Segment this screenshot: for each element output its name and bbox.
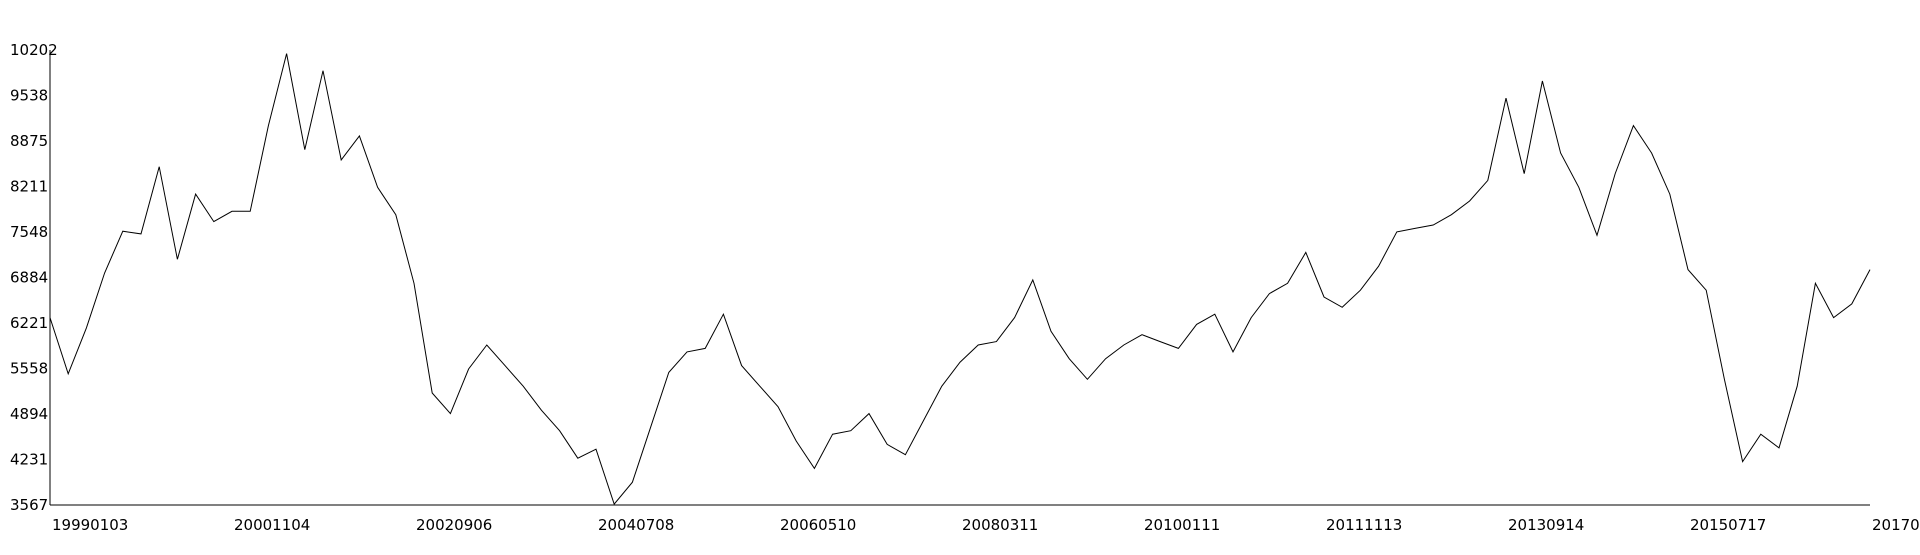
x-tick-label: 19990103	[52, 516, 128, 534]
y-axis-ticks: 3567 4231 4894 5558 6221 6884 7548 8211 8875 9538…	[10, 41, 58, 514]
x-tick-label: 20001104	[234, 516, 310, 534]
y-tick-label: 3567	[10, 496, 48, 514]
series-line	[49, 53, 1871, 506]
y-tick-label: 7548	[10, 223, 48, 241]
x-tick-label: 20040708	[598, 516, 674, 534]
y-tick-label: 8875	[10, 132, 48, 150]
y-tick-label: 6884	[10, 269, 48, 287]
y-tick-label: 10202	[10, 41, 58, 59]
x-tick-label: 20130914	[1508, 516, 1584, 534]
y-tick-label: 4231	[10, 451, 48, 469]
x-tick-label: 20080311	[962, 516, 1038, 534]
x-tick-label: 20020906	[416, 516, 492, 534]
x-axis-ticks: 19990103 20001104 20020906 20040708 20060510…	[52, 516, 1920, 534]
x-tick-label: 20150717	[1690, 516, 1766, 534]
y-tick-label: 9538	[10, 87, 48, 105]
y-tick-label: 5558	[10, 360, 48, 378]
x-tick-label: 20100111	[1144, 516, 1220, 534]
x-tick-label: 20060510	[780, 516, 856, 534]
y-tick-label: 6221	[10, 314, 48, 332]
x-tick-label: 20111113	[1326, 516, 1402, 534]
y-tick-label: 8211	[10, 178, 48, 196]
x-tick-label: 20170516	[1872, 516, 1920, 534]
y-tick-label: 4894	[10, 405, 48, 423]
